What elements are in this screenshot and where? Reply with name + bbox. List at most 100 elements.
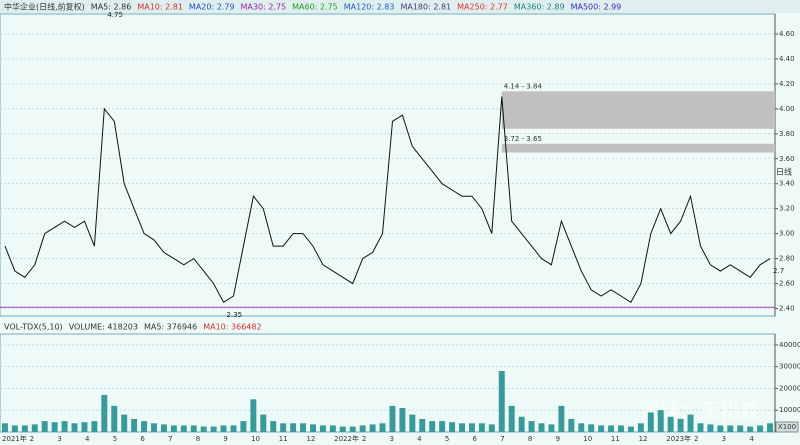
y-tick-label: 4.60 xyxy=(779,30,795,38)
x-tick-label: 4 xyxy=(749,435,754,443)
volume-bar xyxy=(329,425,336,432)
x-tick-label: 6 xyxy=(473,435,478,443)
volume-bar xyxy=(598,425,605,432)
volume-bar xyxy=(757,425,764,432)
volume-bar xyxy=(91,421,98,432)
volume-bar xyxy=(81,422,88,432)
zone-label: 3.72 - 3.65 xyxy=(504,135,542,143)
y-tick-label: 3.60 xyxy=(779,155,795,163)
y-tick-label: 3.20 xyxy=(779,205,795,213)
volume-bar xyxy=(717,425,724,432)
volume-bar xyxy=(558,405,565,432)
title-bar xyxy=(0,0,800,13)
x-tick-label: 12 xyxy=(306,435,315,443)
panel-title: VOL-TDX(5,10) xyxy=(4,323,63,332)
scale-button-label[interactable]: X100 xyxy=(778,423,796,431)
volume-bar xyxy=(41,421,48,432)
volume-bar xyxy=(131,418,138,432)
y-tick-label: 4.20 xyxy=(779,80,795,88)
volume-bar xyxy=(647,412,654,432)
indicator-label: MA30: 2.75 xyxy=(241,3,287,12)
volume-bar xyxy=(260,414,267,432)
volume-bar xyxy=(190,425,197,432)
volume-bar xyxy=(498,371,505,432)
volume-bar xyxy=(459,423,465,432)
volume-bar xyxy=(538,423,545,432)
indicator-label: MA10: 366482 xyxy=(203,323,261,332)
volume-bar xyxy=(101,394,108,432)
y-tick-label: 20000 xyxy=(779,384,800,392)
panel-title: 中华企业(日线,前复权) xyxy=(4,2,85,12)
volume-bar xyxy=(1,423,8,432)
volume-bar xyxy=(270,421,277,432)
scale-button[interactable] xyxy=(775,421,799,433)
volume-bar xyxy=(687,414,694,432)
x-tick-label: 8 xyxy=(196,435,200,443)
volume-bar xyxy=(409,414,416,432)
volume-bar xyxy=(300,423,307,432)
indicator-label: MA120: 2.83 xyxy=(344,3,395,12)
volume-bar xyxy=(180,425,187,432)
x-tick-label: 7 xyxy=(500,435,504,443)
y-tick-label: 40000 xyxy=(779,341,800,349)
annotation: 2.35 xyxy=(227,311,243,319)
y-tick-label: 3.80 xyxy=(779,130,795,138)
volume-bar xyxy=(170,425,177,432)
y-tick-label: 3.40 xyxy=(779,180,795,188)
x-tick-label: 2023年 xyxy=(666,434,691,443)
volume-bar xyxy=(449,422,456,432)
volume-bar xyxy=(508,405,515,432)
volume-bar xyxy=(280,423,287,432)
volume-bar xyxy=(488,424,495,432)
indicator-label: MA250: 2.77 xyxy=(457,3,508,12)
volume-bar xyxy=(369,424,376,432)
period-label: 日线 xyxy=(776,167,792,177)
price-line xyxy=(4,96,771,304)
volume-bar xyxy=(389,405,396,432)
volume-bar xyxy=(359,425,366,432)
x-tick-label: 4 xyxy=(85,435,90,443)
volume-bar xyxy=(51,422,58,432)
x-tick-label: 10 xyxy=(251,435,260,443)
price-zone xyxy=(501,91,775,129)
x-tick-label: 2 xyxy=(30,435,34,443)
volume-bar xyxy=(528,421,535,432)
volume-bar xyxy=(618,425,624,432)
volume-bar xyxy=(21,425,28,432)
x-tick-label: 5 xyxy=(445,435,449,443)
volume-bar xyxy=(578,423,585,432)
plot-area xyxy=(0,13,776,317)
volume-bar xyxy=(667,416,674,432)
y-tick-label: 2.80 xyxy=(779,255,795,263)
x-tick-label: 2021年 xyxy=(2,434,27,443)
volume-bar xyxy=(677,418,684,432)
indicator-label: MA20: 2.79 xyxy=(189,3,235,12)
volume-bar xyxy=(697,423,704,432)
x-tick-label: 9 xyxy=(223,435,227,443)
annotation: 2.7 xyxy=(773,267,784,275)
x-tick-label: 6 xyxy=(140,435,145,443)
indicator-label: MA500: 2.99 xyxy=(571,3,622,12)
volume-bar xyxy=(568,418,575,432)
volume-bar xyxy=(230,425,237,432)
annotation: 4.75 xyxy=(107,11,123,19)
x-tick-label: 4 xyxy=(417,435,422,443)
volume-bar xyxy=(349,426,356,432)
volume-bar xyxy=(478,423,485,432)
y-tick-label: 30000 xyxy=(779,363,800,371)
volume-bar xyxy=(11,425,18,432)
volume-bar xyxy=(339,426,346,432)
volume-bar xyxy=(439,421,446,432)
volume-bar xyxy=(419,418,426,432)
volume-bar xyxy=(151,423,157,432)
volume-bar xyxy=(31,424,38,432)
indicator-label: MA5: 2.86 xyxy=(91,3,132,12)
volume-bar xyxy=(160,424,167,432)
volume-bar xyxy=(608,425,615,432)
price-zone xyxy=(501,143,775,153)
volume-bar xyxy=(200,426,207,432)
x-tick-label: 2 xyxy=(694,435,698,443)
volume-bar xyxy=(727,425,734,432)
